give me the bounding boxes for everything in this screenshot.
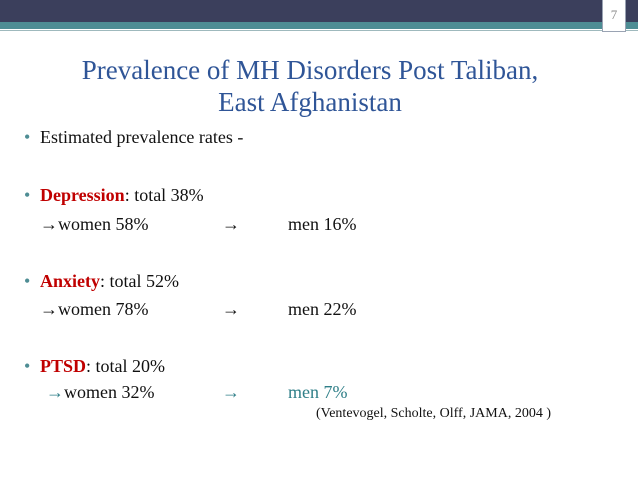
women-value: women 32% bbox=[64, 382, 155, 402]
slide-title: Prevalence of MH Disorders Post Taliban,… bbox=[40, 54, 580, 118]
arrow-right-icon: → bbox=[46, 382, 64, 402]
women-ptsd: →women 32% bbox=[46, 381, 154, 403]
women-value: women 58% bbox=[58, 214, 149, 234]
term-anxiety: Anxiety bbox=[40, 271, 100, 291]
women-value: women 78% bbox=[58, 299, 149, 319]
arrow-right-icon: → bbox=[222, 299, 240, 319]
bullet-ptsd: • PTSD: total 20% bbox=[24, 355, 165, 377]
women-depression: →women 58% bbox=[40, 213, 148, 235]
bullet-dot-icon: • bbox=[24, 271, 31, 291]
men-depression: men 16% bbox=[288, 214, 357, 234]
slide-title-line-2: East Afghanistan bbox=[218, 87, 402, 117]
slide-title-line-1: Prevalence of MH Disorders Post Taliban, bbox=[81, 55, 539, 85]
citation: (Ventevogel, Scholte, Olff, JAMA, 2004 ) bbox=[316, 406, 551, 421]
intro-text: Estimated prevalence rates - bbox=[40, 127, 244, 147]
bullet-anxiety: • Anxiety: total 52% bbox=[24, 270, 179, 292]
header-divider bbox=[0, 30, 638, 31]
arrow-right-icon: → bbox=[222, 214, 240, 234]
bullet-dot-icon: • bbox=[24, 127, 31, 147]
bullet-depression: • Depression: total 38% bbox=[24, 184, 204, 206]
total-anxiety: : total 52% bbox=[100, 271, 179, 291]
header-accent-band bbox=[0, 22, 638, 29]
women-anxiety: →women 78% bbox=[40, 298, 148, 320]
arrow-right-icon: → bbox=[40, 299, 58, 319]
bullet-dot-icon: • bbox=[24, 185, 31, 205]
slide-number: 7 bbox=[602, 0, 626, 32]
arrow-right-icon: → bbox=[222, 382, 240, 402]
total-depression: : total 38% bbox=[124, 185, 204, 205]
intro-bullet: • Estimated prevalence rates - bbox=[24, 126, 243, 148]
men-ptsd: men 7% bbox=[288, 382, 348, 402]
header-band bbox=[0, 0, 638, 22]
arrow-right-icon: → bbox=[40, 214, 58, 234]
total-ptsd: : total 20% bbox=[86, 356, 166, 376]
term-ptsd: PTSD bbox=[40, 356, 87, 376]
term-depression: Depression bbox=[40, 185, 125, 205]
bullet-dot-icon: • bbox=[24, 356, 31, 376]
men-anxiety: men 22% bbox=[288, 299, 357, 319]
